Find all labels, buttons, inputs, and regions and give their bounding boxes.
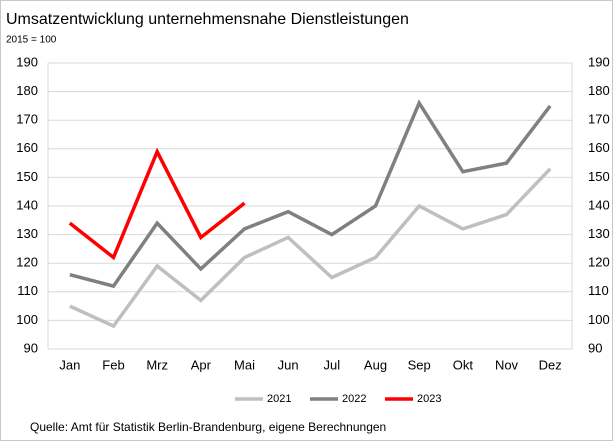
y-tick-label: 100 <box>16 312 38 327</box>
x-tick-label: Feb <box>102 357 124 372</box>
y2-tick-label: 110 <box>588 283 609 298</box>
y2-tick-label: 140 <box>588 197 610 212</box>
chart-title: Umsatzentwicklung unternehmensnahe Diens… <box>6 11 409 28</box>
legend-label: 2021 <box>267 393 291 405</box>
x-tick-label: Jan <box>59 357 80 372</box>
source-note: Quelle: Amt für Statistik Berlin-Branden… <box>30 420 386 434</box>
y-tick-label: 140 <box>16 197 38 212</box>
x-tick-label: Aug <box>364 357 387 372</box>
y-tick-label: 150 <box>16 169 38 184</box>
legend-label: 2022 <box>342 393 366 405</box>
y-tick-label: 120 <box>16 255 38 270</box>
x-tick-label: Jun <box>278 357 299 372</box>
y2-tick-label: 130 <box>588 226 610 241</box>
y-tick-label: 170 <box>16 112 38 127</box>
series-line <box>69 99 552 289</box>
x-tick-label: Dez <box>539 357 562 372</box>
y2-tick-label: 160 <box>588 140 610 155</box>
y-tick-label: 190 <box>16 54 38 69</box>
y2-tick-label: 190 <box>588 54 610 69</box>
y2-tick-label: 120 <box>588 255 610 270</box>
y-tick-label: 180 <box>16 83 38 98</box>
x-tick-label: Sep <box>408 357 431 372</box>
x-tick-label: Mrz <box>146 357 168 372</box>
y-tick-label: 90 <box>24 340 38 355</box>
y-tick-label: 110 <box>17 283 38 298</box>
series-line <box>69 167 552 329</box>
y2-tick-label: 100 <box>588 312 610 327</box>
x-tick-label: Mai <box>234 357 255 372</box>
x-tick-label: Okt <box>453 357 474 372</box>
x-tick-label: Apr <box>191 357 212 372</box>
x-tick-label: Nov <box>495 357 519 372</box>
y-tick-label: 160 <box>16 140 38 155</box>
y2-tick-label: 170 <box>588 112 610 127</box>
y2-tick-label: 150 <box>588 169 610 184</box>
x-tick-label: Jul <box>324 357 341 372</box>
y2-tick-label: 90 <box>588 340 602 355</box>
legend-label: 2023 <box>417 393 441 405</box>
y-tick-label: 130 <box>16 226 38 241</box>
series-line <box>68 147 246 261</box>
chart-subtitle: 2015 = 100 <box>6 35 57 46</box>
y2-tick-label: 180 <box>588 83 610 98</box>
